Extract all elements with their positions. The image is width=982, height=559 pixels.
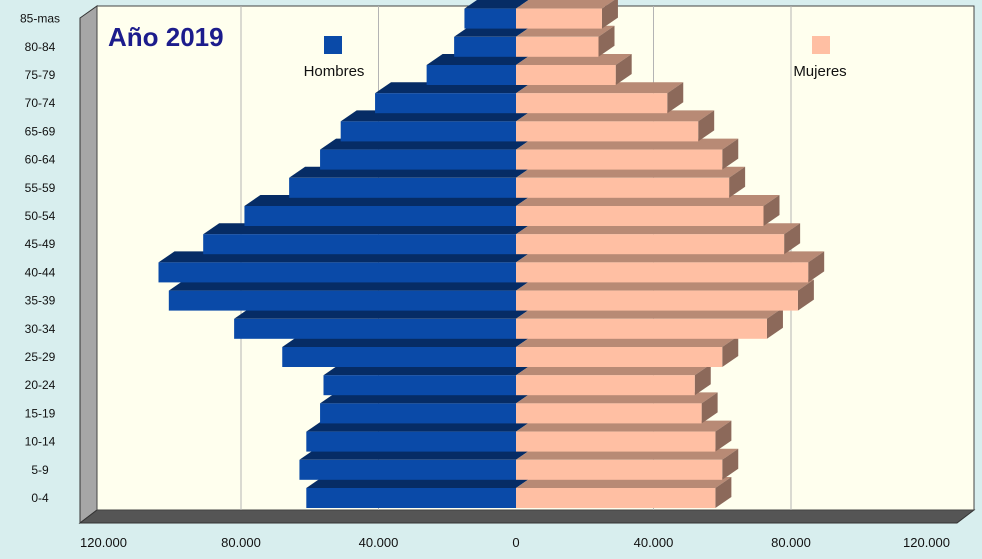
bar-hombres: [158, 262, 516, 283]
x-tick-label: 120.000: [903, 535, 950, 550]
category-label: 70-74: [25, 96, 56, 110]
category-label: 80-84: [25, 40, 56, 54]
bar-mujeres: [516, 65, 616, 85]
bar-mujeres-side: [722, 336, 739, 367]
bar-mujeres: [516, 290, 798, 311]
category-label: 40-44: [25, 265, 56, 279]
bar-mujeres-side: [598, 25, 615, 57]
bar-mujeres-side: [729, 166, 746, 198]
bar-mujeres: [516, 403, 702, 424]
category-label: 45-49: [25, 237, 56, 251]
category-label: 25-29: [25, 350, 56, 364]
bar-hombres-top: [464, 0, 529, 9]
bar-hombres: [282, 347, 516, 367]
bar-mujeres-side: [715, 477, 732, 508]
bar-hombres: [306, 488, 516, 508]
bar-mujeres: [516, 234, 785, 255]
category-label: 75-79: [25, 68, 56, 82]
bar-hombres: [454, 36, 516, 57]
category-label: 20-24: [25, 378, 56, 392]
bar-mujeres-side: [784, 223, 801, 255]
category-label: 55-59: [25, 181, 56, 195]
category-labels: 0-4 5-9 10-14 15-19 20-24 25-29 30-34 35-39 40-4…: [20, 12, 60, 505]
bar-mujeres-side: [715, 420, 732, 452]
bar-mujeres: [516, 488, 716, 508]
bar-mujeres: [516, 206, 764, 226]
legend-swatch-mujeres: [812, 36, 830, 54]
legend-swatch-hombres: [324, 36, 342, 54]
bar-mujeres-side: [766, 307, 783, 339]
category-label: 15-19: [25, 406, 56, 420]
bar-mujeres-side: [667, 82, 684, 114]
bar-mujeres: [516, 177, 730, 198]
x-tick-label: 80.000: [221, 535, 261, 550]
bar-mujeres: [516, 93, 668, 114]
bar-hombres: [426, 65, 516, 85]
category-label: 10-14: [25, 435, 56, 449]
category-label: 85-mas: [20, 12, 60, 26]
bar-mujeres-side: [701, 392, 718, 424]
category-label: 30-34: [25, 322, 56, 336]
bar-hombres: [203, 234, 516, 255]
bar-hombres: [234, 318, 516, 339]
bar-hombres: [306, 431, 516, 452]
bar-hombres: [464, 8, 516, 29]
x-tick-label: 80.000: [771, 535, 811, 550]
bar-mujeres: [516, 262, 809, 283]
bar-mujeres-top: [516, 0, 615, 9]
chart-title: Año 2019: [108, 22, 224, 52]
bar-mujeres: [516, 36, 599, 57]
category-label: 0-4: [31, 491, 49, 505]
category-label: 5-9: [31, 463, 49, 477]
bar-mujeres-side: [694, 364, 711, 396]
bar-mujeres-side: [797, 279, 814, 311]
bar-hombres: [168, 290, 516, 311]
bars: [158, 0, 825, 508]
category-label: 60-64: [25, 153, 56, 167]
bar-mujeres: [516, 375, 695, 396]
x-tick-label: 0: [512, 535, 519, 550]
bar-mujeres-side: [763, 195, 780, 226]
x-tick-label: 40.000: [634, 535, 674, 550]
x-tick-label: 120.000: [80, 535, 127, 550]
category-label: 50-54: [25, 209, 56, 223]
bar-mujeres-side: [698, 110, 715, 142]
bar-mujeres: [516, 121, 699, 142]
bar-mujeres: [516, 347, 723, 367]
bar-hombres: [299, 459, 516, 480]
bar-mujeres: [516, 149, 723, 170]
plot-depth-wall: [79, 5, 98, 525]
bar-hombres: [244, 206, 516, 226]
bar-mujeres: [516, 8, 602, 29]
plot-depth-floor: [78, 509, 976, 524]
legend-label-hombres: Hombres: [304, 63, 365, 80]
legend-label-mujeres: Mujeres: [793, 63, 846, 80]
bar-mujeres: [516, 431, 716, 452]
category-label: 65-69: [25, 124, 56, 138]
bar-hombres: [323, 375, 516, 396]
bar-mujeres-side: [722, 138, 739, 170]
bar-mujeres: [516, 459, 723, 480]
x-tick-labels: 120.000 80.000 40.000 0 40.000 80.000 120.000: [80, 535, 950, 550]
bar-hombres: [289, 177, 516, 198]
bar-hombres: [340, 121, 516, 142]
bar-hombres: [375, 93, 516, 114]
bar-mujeres-side: [601, 0, 618, 29]
bar-mujeres-side: [808, 251, 825, 283]
bar-hombres: [320, 403, 516, 424]
bar-mujeres-side: [615, 54, 632, 85]
bar-mujeres: [516, 318, 767, 339]
category-label: 35-39: [25, 294, 56, 308]
x-tick-label: 40.000: [359, 535, 399, 550]
bar-hombres: [320, 149, 516, 170]
bar-mujeres-side: [722, 448, 739, 480]
